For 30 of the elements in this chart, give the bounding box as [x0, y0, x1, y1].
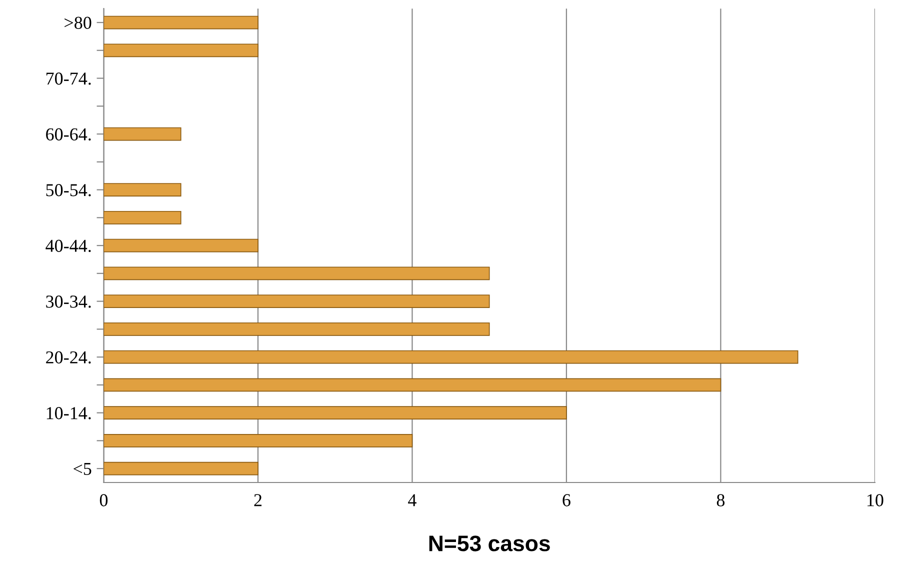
y-tick-label: 60-64.	[46, 128, 91, 141]
y-tick-label: 40-44.	[46, 240, 91, 252]
bar	[104, 44, 258, 58]
bar	[104, 434, 413, 448]
bar	[104, 406, 567, 420]
x-tick-label: 6	[562, 494, 570, 506]
bar	[104, 127, 182, 141]
x-tick-label: 0	[100, 494, 108, 506]
bar	[104, 183, 182, 196]
bar	[104, 266, 490, 280]
x-tick-label: 4	[408, 494, 416, 506]
bar	[104, 378, 722, 392]
y-tick-label: 30-34.	[46, 296, 91, 308]
y-tick-label: >80	[64, 16, 92, 29]
y-tick-label: 20-24.	[46, 351, 91, 364]
bar	[104, 462, 258, 476]
bar	[104, 238, 258, 252]
y-tick-label: <5	[74, 462, 92, 475]
y-tick-label: 10-14.	[46, 407, 91, 420]
x-axis-title: N=53 casos	[429, 536, 550, 552]
x-tick-label: 8	[716, 494, 725, 506]
bar	[104, 322, 490, 336]
y-tick-label: 70-74.	[46, 72, 91, 85]
x-tick-label: 10	[868, 494, 884, 506]
bar	[104, 210, 182, 224]
bar	[104, 350, 798, 364]
bar	[104, 294, 490, 308]
y-tick-label: 50-54.	[46, 184, 91, 196]
bar	[104, 16, 258, 30]
x-tick-label: 2	[254, 494, 262, 506]
